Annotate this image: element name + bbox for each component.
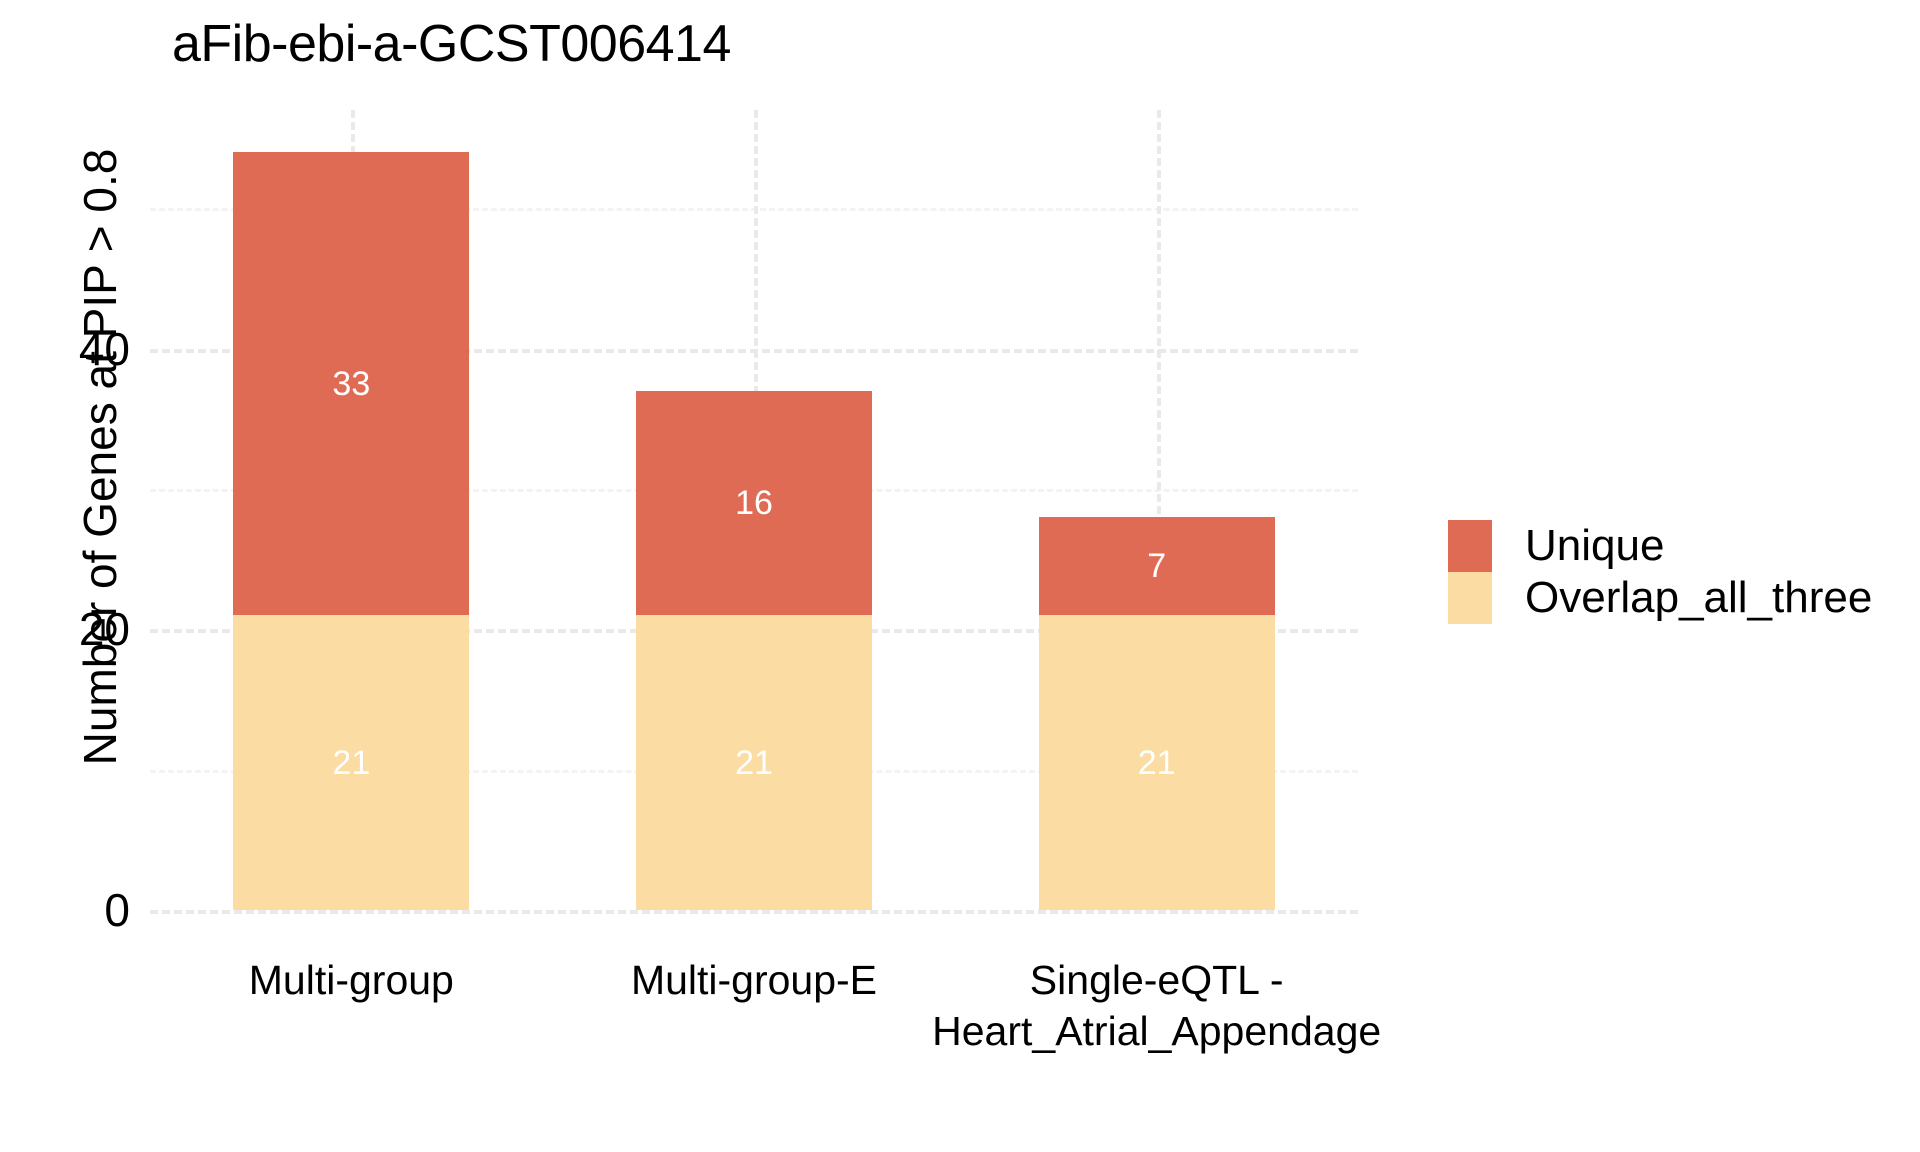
bar-value-label: 7 — [1147, 547, 1167, 586]
bar-value-label: 16 — [735, 483, 773, 522]
y-tick-label: 20 — [78, 603, 130, 656]
x-tick-label: Single-eQTL - Heart_Atrial_Appendage — [932, 957, 1382, 1055]
y-tick-label: 0 — [104, 884, 130, 936]
plot-panel: 21 33 21 16 21 7 — [150, 110, 1358, 914]
legend-label: Unique — [1525, 521, 1665, 570]
legend-swatch-icon — [1448, 572, 1492, 624]
bar-segment-unique[interactable]: 33 — [233, 152, 470, 616]
legend-swatch-icon — [1448, 520, 1492, 572]
gridline-vertical — [1156, 110, 1161, 910]
legend: Unique Overlap_all_three — [1448, 520, 1872, 624]
bar-value-label: 21 — [735, 743, 773, 782]
bar-segment-overlap_all_three[interactable]: 21 — [636, 615, 872, 910]
bar-group[interactable]: 21 33 — [233, 110, 470, 910]
bar-segment-overlap_all_three[interactable]: 21 — [1038, 615, 1275, 910]
bar-value-label: 21 — [1137, 743, 1176, 782]
legend-item[interactable]: Overlap_all_three — [1448, 572, 1872, 624]
bar-group[interactable]: 21 7 — [1038, 110, 1275, 910]
y-axis-title: Number of Genes at PIP > 0.8 — [74, 148, 126, 766]
legend-label: Overlap_all_three — [1525, 573, 1873, 622]
x-tick-label: Multi-group-E — [630, 957, 878, 1003]
bar-segment-overlap_all_three[interactable]: 21 — [233, 615, 470, 910]
legend-item[interactable]: Unique — [1448, 520, 1872, 572]
bar-segment-unique[interactable]: 16 — [636, 390, 872, 616]
y-tick-label: 40 — [78, 322, 130, 375]
gridline-major — [150, 910, 1358, 914]
bar-segment-unique[interactable]: 7 — [1038, 517, 1275, 616]
x-tick-label: Multi-group — [248, 957, 454, 1003]
bar-value-label: 21 — [332, 743, 371, 782]
chart-title: aFib-ebi-a-GCST006414 — [172, 15, 731, 73]
bar-value-label: 33 — [332, 364, 371, 403]
bar-group[interactable]: 21 16 — [636, 110, 872, 910]
